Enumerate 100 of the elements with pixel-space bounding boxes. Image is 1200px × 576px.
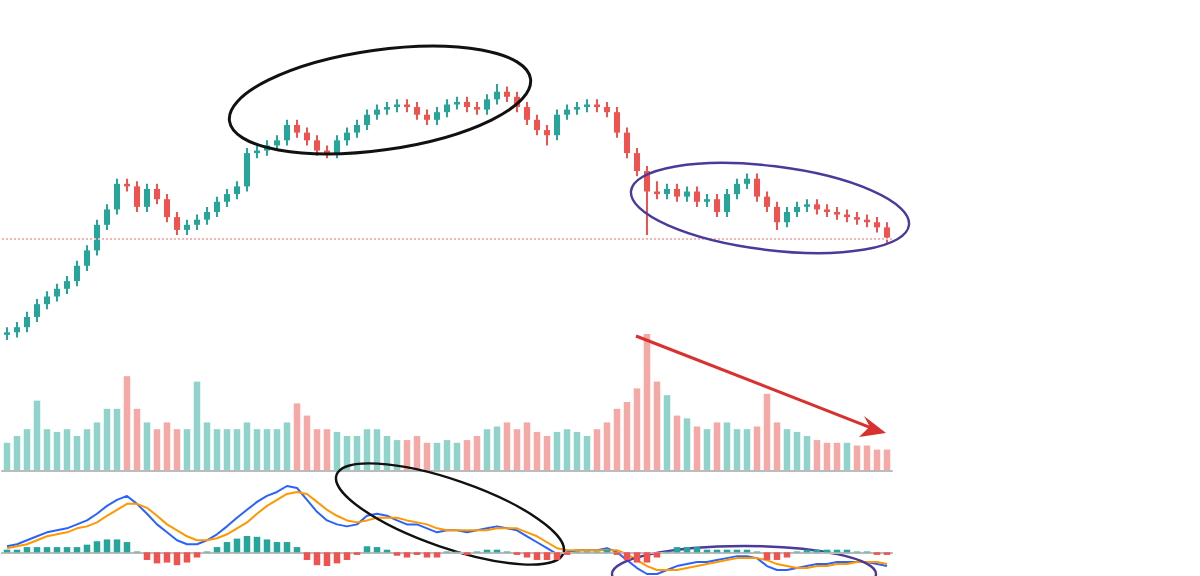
bar — [93, 541, 101, 553]
bar — [643, 552, 651, 563]
bar — [103, 408, 111, 470]
bar — [633, 388, 641, 470]
bar — [443, 440, 451, 470]
bar — [313, 552, 321, 566]
bar — [683, 418, 691, 470]
candlestick — [734, 177, 740, 201]
bar — [463, 440, 471, 470]
bar — [833, 442, 841, 470]
candlestick — [114, 177, 120, 216]
bar — [403, 552, 411, 558]
bar — [513, 429, 521, 470]
bar — [123, 542, 131, 553]
bar — [573, 431, 581, 470]
bar — [143, 422, 151, 470]
bar — [723, 422, 731, 470]
candlestick — [154, 182, 160, 206]
bar — [103, 539, 111, 553]
bar — [33, 400, 41, 470]
bar — [863, 445, 871, 470]
bar — [123, 376, 131, 470]
candlestick — [534, 113, 540, 137]
candlestick — [784, 205, 790, 229]
candlestick — [494, 83, 500, 106]
bar — [43, 429, 51, 470]
bar — [843, 442, 851, 470]
bar — [93, 422, 101, 470]
candlestick — [244, 147, 250, 193]
bar — [503, 422, 511, 470]
bar — [483, 429, 491, 470]
bar — [493, 426, 501, 470]
bar — [323, 552, 331, 566]
bar — [473, 436, 481, 470]
bar — [873, 449, 881, 470]
bar — [813, 440, 821, 470]
candlestick — [214, 195, 220, 219]
bar — [663, 395, 671, 470]
bar — [3, 442, 11, 470]
bar — [553, 431, 561, 470]
bar — [113, 539, 121, 553]
candlestick — [754, 172, 760, 203]
candlestick — [714, 193, 720, 219]
bar — [623, 552, 631, 560]
bar — [13, 436, 21, 470]
candlestick — [694, 185, 700, 208]
bar — [773, 422, 781, 470]
bar — [673, 415, 681, 470]
bar — [343, 552, 351, 560]
bar — [703, 429, 711, 470]
bar — [113, 408, 121, 470]
bar — [253, 429, 261, 470]
bar — [163, 552, 171, 563]
candlestick — [34, 298, 40, 324]
bar — [173, 429, 181, 470]
bar — [273, 429, 281, 470]
bar — [433, 552, 441, 558]
bar — [363, 546, 371, 553]
bar — [763, 393, 771, 470]
bar — [773, 552, 781, 560]
bar — [823, 442, 831, 470]
bar — [543, 436, 551, 470]
bar — [203, 422, 211, 470]
candlestick — [164, 193, 170, 224]
candlestick — [144, 182, 150, 213]
bar — [153, 429, 161, 470]
candlestick — [314, 134, 320, 157]
candlestick — [724, 187, 730, 219]
bar — [333, 431, 341, 470]
candlestick — [614, 106, 620, 139]
bar — [303, 552, 311, 560]
bar — [53, 431, 61, 470]
bar — [183, 552, 191, 563]
bar — [453, 442, 461, 470]
bar — [333, 552, 341, 564]
candlestick — [644, 164, 650, 237]
bar — [63, 429, 71, 470]
bar — [753, 426, 761, 470]
bar — [243, 422, 251, 470]
bar — [183, 429, 191, 470]
bar — [543, 552, 551, 560]
bar — [523, 552, 531, 558]
bar — [603, 422, 611, 470]
bar — [233, 429, 241, 470]
bar — [853, 445, 861, 470]
candlestick — [764, 190, 770, 213]
candlestick — [84, 244, 90, 272]
bar — [263, 539, 271, 553]
bar — [633, 552, 641, 563]
bar — [273, 542, 281, 553]
bar — [693, 426, 701, 470]
bar — [533, 552, 541, 560]
bar — [583, 436, 591, 470]
bar — [743, 429, 751, 470]
candlestick — [544, 123, 550, 147]
candlestick — [554, 108, 560, 142]
bar — [763, 552, 771, 560]
candlestick — [104, 203, 110, 231]
bar — [563, 429, 571, 470]
bar — [883, 449, 891, 470]
